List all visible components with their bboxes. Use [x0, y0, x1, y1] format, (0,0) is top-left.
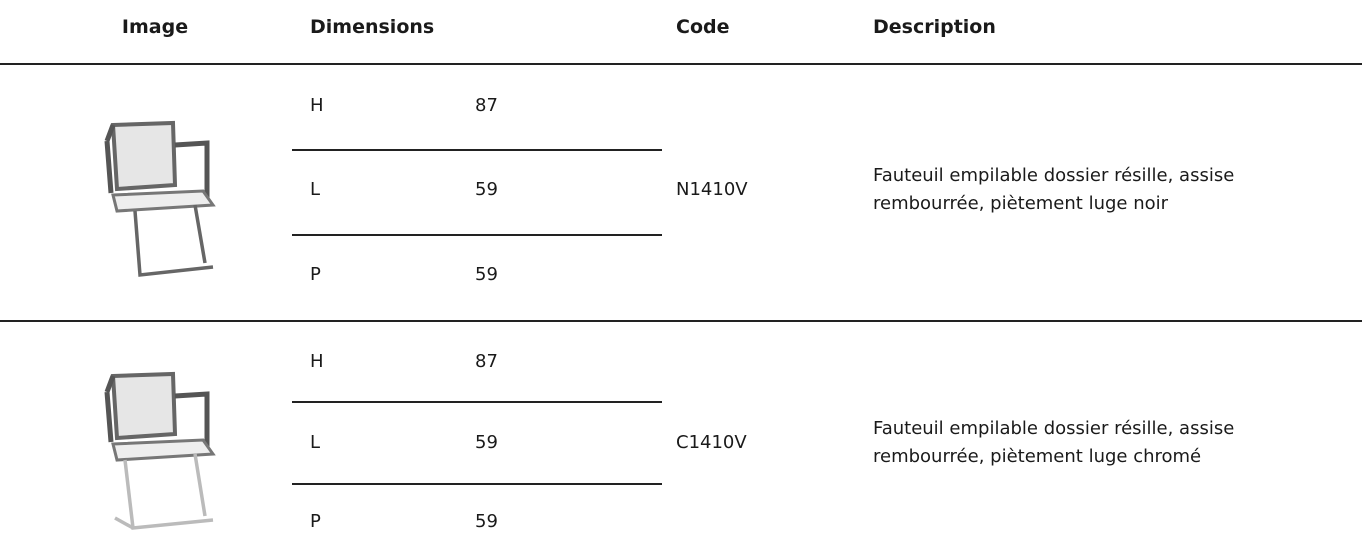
dimension-label: P — [310, 264, 321, 285]
header-description: Description — [873, 16, 996, 38]
product-description: Fauteuil empilable dossier résille, assi… — [873, 165, 1235, 214]
product-description: Fauteuil empilable dossier résille, assi… — [873, 418, 1235, 467]
dimension-value: 59 — [475, 264, 498, 285]
dimension-value: 59 — [475, 511, 498, 532]
dimension-rule — [292, 401, 662, 403]
header-dimensions: Dimensions — [310, 16, 435, 38]
header-rule — [0, 63, 1362, 65]
dimension-rule — [292, 234, 662, 236]
dimension-rule — [292, 483, 662, 485]
product-code: C1410V — [676, 432, 747, 453]
header-code: Code — [676, 16, 730, 38]
dimension-value: 59 — [475, 179, 498, 200]
header-image: Image — [121, 16, 189, 38]
dimension-label: H — [310, 95, 324, 116]
dimension-label: L — [310, 179, 321, 200]
dimension-value: 87 — [475, 95, 498, 116]
chair-image — [104, 120, 216, 277]
dimension-value: 59 — [475, 432, 498, 453]
dimension-rule — [292, 149, 662, 151]
dimension-label: L — [310, 432, 321, 453]
dimension-value: 87 — [475, 351, 498, 372]
row-rule — [0, 320, 1362, 322]
dimension-label: H — [310, 351, 324, 372]
dimension-label: P — [310, 511, 321, 532]
chair-image — [104, 371, 216, 530]
product-code: N1410V — [676, 179, 748, 200]
